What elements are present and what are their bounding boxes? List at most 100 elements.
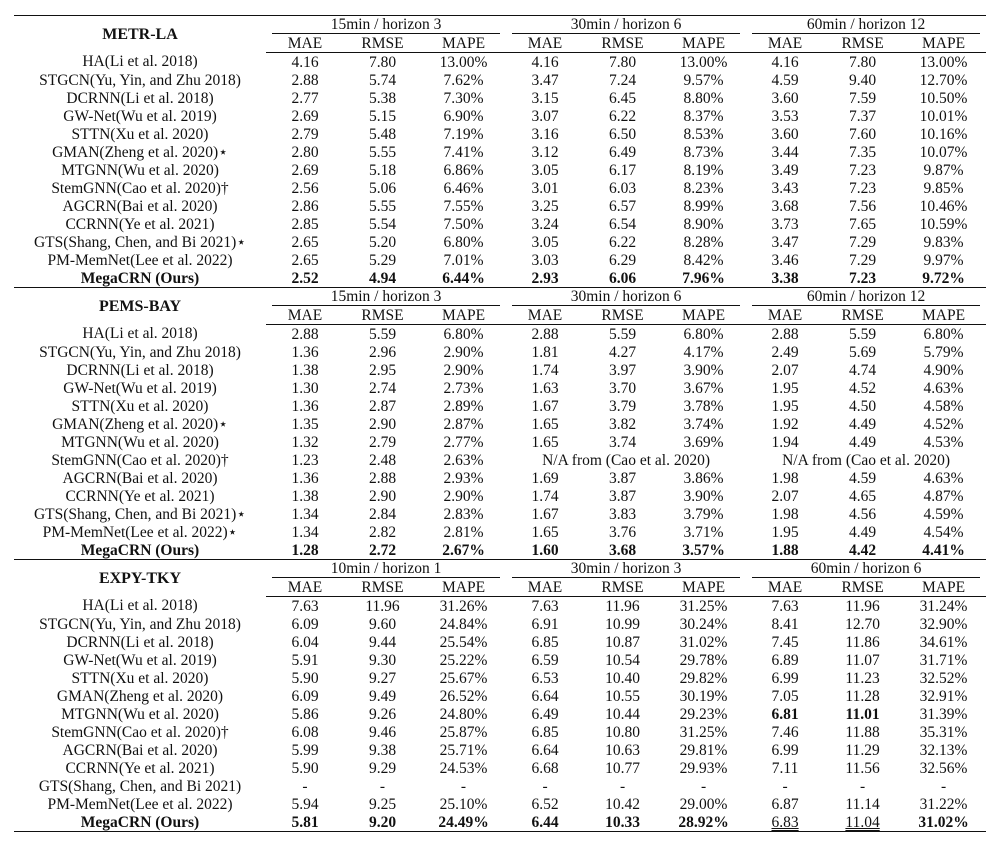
- metric-value: 2.63%: [443, 451, 484, 469]
- metric-value: 3.38: [771, 269, 799, 287]
- metric-value: 10.59%: [919, 215, 968, 233]
- metric-value: 2.67%: [442, 541, 485, 559]
- metric-header: MAE: [506, 306, 585, 325]
- metric-value: 2.83%: [443, 505, 484, 523]
- metric-value: 3.87: [608, 469, 637, 487]
- metric-header: MAE: [266, 34, 344, 53]
- metric-value: 2.79: [368, 433, 397, 451]
- metric-value: 8.99%: [683, 197, 724, 215]
- metric-value: 1.30: [291, 379, 319, 397]
- metric-value: 7.23: [849, 161, 877, 179]
- metric-value: 11.28: [845, 687, 880, 705]
- metric-value: 3.79%: [683, 505, 724, 523]
- metric-value: 5.38: [368, 89, 397, 107]
- metric-value: 1.23: [291, 451, 319, 469]
- metric-value: 3.68: [608, 541, 637, 559]
- metric-value: 2.48: [368, 451, 397, 469]
- metric-value: 6.81: [771, 705, 799, 723]
- metric-value: 6.52: [531, 795, 559, 813]
- metric-value: 3.24: [531, 215, 559, 233]
- metric-value: 4.49: [849, 415, 877, 433]
- table-row: HA(Li et al. 2018) 2.88 5.59 6.80% 2.88 5.59 6…: [14, 325, 986, 344]
- metric-header: MAPE: [901, 578, 987, 597]
- metric-value: 29.82%: [679, 669, 728, 687]
- table-row: DCRNN(Li et al. 2018) 1.38 2.95 2.90% 1.74 3.…: [14, 361, 986, 379]
- horizon-label: 60min / horizon 12: [752, 288, 981, 306]
- metric-value: 10.33: [584, 813, 662, 832]
- metric-value: 5.54: [368, 215, 397, 233]
- metric-value: 3.46: [771, 251, 799, 269]
- metric-value: 9.30: [368, 651, 397, 669]
- metric-value: 2.88: [771, 325, 799, 343]
- metric-value: 9.72%: [922, 269, 965, 287]
- method-name: StemGNN(Cao et al. 2020)†: [51, 723, 229, 741]
- metric-value: 7.62%: [443, 71, 484, 89]
- metric-value: 9.60: [368, 615, 397, 633]
- metric-value: 3.43: [771, 179, 799, 197]
- metric-value: 6.68: [531, 759, 559, 777]
- metric-value: 7.45: [771, 633, 799, 651]
- method-name: STTN(Xu et al. 2020): [71, 397, 209, 415]
- table-row: GMAN(Zheng et al. 2020)⋆ 2.80 5.55 7.41% 3.1…: [14, 143, 986, 161]
- metric-value: 10.44: [605, 705, 640, 723]
- horizon-label: 15min / horizon 3: [272, 288, 501, 306]
- horizon-group-header: 15min / horizon 3: [266, 287, 507, 306]
- metric-value: 9.83%: [923, 233, 964, 251]
- metric-value: 10.50%: [919, 89, 968, 107]
- metric-value: 25.22%: [439, 651, 488, 669]
- metric-value: 5.90: [291, 759, 319, 777]
- dataset-name: METR-LA: [14, 15, 266, 53]
- table-row: DCRNN(Li et al. 2018) 6.04 9.44 25.54% 6.85 1…: [14, 633, 986, 651]
- metric-value: 2.72: [368, 541, 397, 559]
- metric-value: 6.80%: [443, 233, 484, 251]
- metric-value: 10.01%: [919, 107, 968, 125]
- metric-value: 6.44%: [442, 269, 485, 287]
- method-name: STTN(Xu et al. 2020): [71, 125, 209, 143]
- table-row: STGCN(Yu, Yin, and Zhu 2018) 6.09 9.60 24.8…: [14, 615, 986, 633]
- table-row: PM-MemNet(Lee et al. 2022) 2.65 5.29 7.01% 3…: [14, 251, 986, 269]
- metric-value: 25.71%: [439, 741, 488, 759]
- metric-value: 3.16: [531, 125, 559, 143]
- metric-value: 2.86: [291, 197, 319, 215]
- metric-value: 5.79%: [923, 343, 964, 361]
- metric-value: 7.56: [849, 197, 877, 215]
- metric-value: 6.53: [531, 669, 559, 687]
- metric-value: 7.01%: [443, 251, 484, 269]
- metric-value: 1.32: [291, 433, 319, 451]
- metric-value: 6.85: [531, 723, 559, 741]
- metric-value: 31.71%: [919, 651, 968, 669]
- table-row: AGCRN(Bai et al. 2020) 1.36 2.88 2.93% 1.69 3…: [14, 469, 986, 487]
- table-row: GMAN(Zheng et al. 2020)⋆ 1.35 2.90 2.87% 1.6…: [14, 415, 986, 433]
- horizon-label: 15min / horizon 3: [272, 16, 501, 34]
- table-row: GW-Net(Wu et al. 2019) 5.91 9.30 25.22% 6.59…: [14, 651, 986, 669]
- metric-value: 6.80%: [683, 325, 724, 343]
- metric-value: 1.95: [771, 523, 799, 541]
- metric-value: 6.64: [531, 741, 559, 759]
- metric-value: 5.48: [368, 125, 397, 143]
- metric-value: 31.24%: [919, 597, 968, 615]
- metric-value: 3.15: [531, 89, 559, 107]
- metric-value: 35.31%: [919, 723, 968, 741]
- metric-header: MAPE: [901, 34, 987, 53]
- method-name: GMAN(Zheng et al. 2020): [56, 687, 224, 705]
- table-row: STTN(Xu et al. 2020) 1.36 2.87 2.89% 1.67 3.7…: [14, 397, 986, 415]
- metric-value: 10.40: [605, 669, 640, 687]
- header-row-horizons: METR-LA 15min / horizon 3 30min / horizon …: [14, 15, 987, 53]
- metric-value: 1.81: [531, 343, 559, 361]
- table-row-ours: MegaCRN (Ours) 2.52 4.94 6.44% 2.93 6.06 7.96%…: [14, 269, 986, 288]
- horizon-group-header: 15min / horizon 3: [266, 15, 507, 34]
- metric-value: 9.57%: [683, 71, 724, 89]
- table-row: CCRNN(Ye et al. 2021) 2.85 5.54 7.50% 3.24 6.…: [14, 215, 986, 233]
- metric-value: 7.19%: [443, 125, 484, 143]
- metric-value: 5.99: [291, 741, 319, 759]
- metric-value: 2.82: [368, 523, 397, 541]
- metric-header: MAPE: [901, 306, 987, 325]
- method-name: GMAN(Zheng et al. 2020)⋆: [52, 415, 228, 433]
- metric-value: 6.91: [531, 615, 559, 633]
- metric-value: 8.23%: [683, 179, 724, 197]
- metric-value: 3.70: [608, 379, 637, 397]
- metric-value: 3.05: [531, 161, 559, 179]
- method-name: STTN(Xu et al. 2020): [71, 669, 209, 687]
- metric-value: 7.30%: [443, 89, 484, 107]
- metric-value: 2.93: [531, 269, 559, 287]
